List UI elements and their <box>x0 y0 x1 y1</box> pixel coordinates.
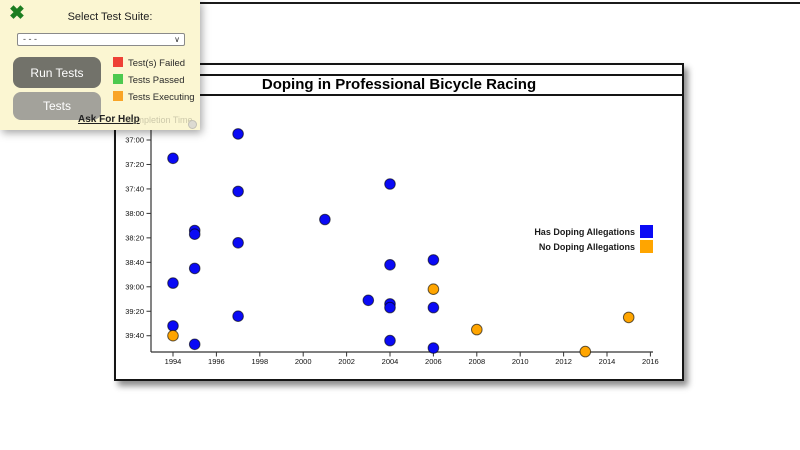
y-axis-tick-label: 39:20 <box>125 307 144 316</box>
data-point[interactable] <box>384 334 396 347</box>
failed-label: Test(s) Failed <box>128 58 186 69</box>
data-point[interactable] <box>319 213 331 226</box>
chart-title: Doping in Professional Bicycle Racing <box>116 74 682 96</box>
x-axis-tick-label: 2010 <box>512 357 529 366</box>
data-point[interactable] <box>384 301 396 314</box>
y-axis-tick-label: 39:40 <box>125 331 144 340</box>
x-axis-tick-label: 2014 <box>599 357 616 366</box>
y-axis-tick-label: 37:00 <box>125 136 144 145</box>
y-axis-tick-label: 38:40 <box>125 258 144 267</box>
x-axis-tick-label: 1998 <box>251 357 268 366</box>
panel-handle-dot <box>188 120 197 129</box>
x-axis-tick-label: 1996 <box>208 357 225 366</box>
run-tests-button[interactable]: Run Tests <box>13 57 101 88</box>
failed-color-swatch <box>113 57 123 67</box>
data-point[interactable] <box>167 277 179 289</box>
scatter-plot: 1994 1996 1998 2000 2002 2004 2006 2008 2010 2012… <box>125 128 659 366</box>
data-point[interactable] <box>579 345 592 358</box>
chart-container: 1994 1996 1998 2000 2002 2004 2006 2008 2010 2012… <box>114 63 684 381</box>
x-axis-tick-label: 2002 <box>338 357 355 366</box>
passed-label: Tests Passed <box>128 75 185 86</box>
chevron-down-icon: ∨ <box>174 35 180 44</box>
executing-color-swatch <box>113 91 123 101</box>
data-point[interactable] <box>622 311 635 324</box>
y-axis-tick-label: 37:40 <box>125 184 144 193</box>
data-point[interactable] <box>232 128 244 140</box>
data-point[interactable] <box>384 178 396 190</box>
x-axis-tick-label: 2004 <box>382 357 399 366</box>
executing-label: Tests Executing <box>128 92 195 103</box>
y-axis-tick-label: 39:00 <box>125 282 144 291</box>
x-axis-tick-label: 2000 <box>295 357 312 366</box>
x-axis-tick-label: 2012 <box>555 357 572 366</box>
y-axis-tick-label: 38:20 <box>125 233 144 242</box>
data-point[interactable] <box>167 329 179 342</box>
data-point[interactable] <box>188 262 201 275</box>
x-axis-tick-label: 2008 <box>468 357 485 366</box>
passed-color-swatch <box>113 74 123 84</box>
data-point[interactable] <box>232 310 244 322</box>
legend-swatch <box>640 240 653 253</box>
x-axis-tick-label: 2006 <box>425 357 442 366</box>
data-point[interactable] <box>188 228 201 240</box>
data-point[interactable] <box>427 254 440 266</box>
data-point[interactable] <box>232 237 244 249</box>
data-point[interactable] <box>188 338 201 351</box>
data-point[interactable] <box>384 259 396 271</box>
legend-swatch <box>640 225 653 238</box>
y-axis-tick-label: 37:20 <box>125 160 144 169</box>
data-point[interactable] <box>427 301 440 314</box>
data-point[interactable] <box>167 320 179 332</box>
close-icon[interactable]: ✖ <box>9 3 25 24</box>
data-point[interactable] <box>427 342 440 354</box>
legend-label: No Doping Allegations <box>539 242 635 252</box>
select-test-suite-label: Select Test Suite: <box>67 11 153 23</box>
dropdown-selected-value: - - - <box>23 34 37 44</box>
x-axis-tick-label: 1994 <box>165 357 182 366</box>
completion-time-ghost-label: Completion Time <box>125 115 193 125</box>
page-top-border <box>0 2 800 4</box>
tests-button[interactable]: Tests <box>13 92 101 120</box>
data-point[interactable] <box>232 185 244 198</box>
data-point[interactable] <box>427 283 440 295</box>
test-suite-panel: ✖ Select Test Suite: - - - ∨ Run Tests T… <box>0 0 200 130</box>
legend-label: Has Doping Allegations <box>534 227 635 237</box>
x-axis-tick-label: 2016 <box>642 357 659 366</box>
y-axis-tick-label: 38:00 <box>125 209 144 218</box>
data-point[interactable] <box>471 323 483 336</box>
data-point[interactable] <box>167 152 179 165</box>
ask-for-help-link[interactable]: Ask For Help <box>78 114 140 125</box>
test-suite-dropdown[interactable]: - - - ∨ <box>17 33 185 46</box>
data-point[interactable] <box>362 294 375 307</box>
